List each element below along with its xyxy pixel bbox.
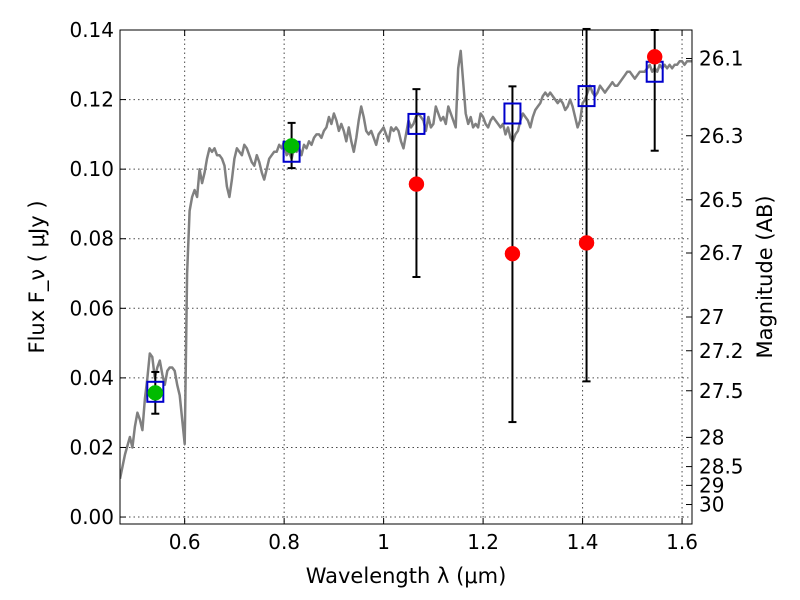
x-tick-label: 1.6 [666,530,698,554]
x-tick-label: 1.4 [567,530,599,554]
y2-tick-label: 28.5 [699,455,744,479]
y-tick-label: 0.02 [69,435,114,459]
plot-area [120,27,692,480]
y-tick-label: 0.04 [69,366,114,390]
y-tick-label: 0.12 [69,88,114,112]
y-tick-label: 0.06 [69,296,114,320]
observed-point [408,176,425,192]
axis-tick-labels: 0.6 0.8 1 1.2 1.4 1.6 0.00 0.02 0.04 0.06 0.08 0.10… [69,18,743,554]
y2-tick-label: 27 [699,305,724,329]
plot-frame [119,29,693,525]
model-flux-square [503,102,522,125]
y-tick-label: 0.08 [69,227,114,251]
detection-point [283,138,300,154]
x-tick-label: 0.8 [268,530,300,554]
y2-tick-label: 30 [699,493,724,517]
axis-ticks [120,29,692,524]
y2-tick-label: 27.5 [699,379,744,403]
x-axis-title: Wavelength λ (μm) [306,564,507,588]
model-flux-square [146,380,165,403]
clipped-layer [120,49,692,480]
y2-tick-label: 26.7 [699,241,744,265]
y2-tick-label: 29 [699,473,724,497]
model-flux-square [407,112,426,135]
model-flux-square [577,85,596,108]
y-tick-label: 0.10 [69,157,114,181]
y-tick-label: 0.14 [69,18,114,42]
x-tick-label: 1 [377,530,390,554]
y2-tick-label: 27.2 [699,339,744,363]
y2-tick-label: 28 [699,425,724,449]
observed-point [578,235,595,251]
y2-tick-label: 26.5 [699,188,744,212]
y2-axis-title: Magnitude (AB) [753,195,777,358]
gridlines [120,29,692,524]
detection-point [147,385,164,401]
x-tick-label: 1.2 [467,530,499,554]
y2-tick-label: 26.1 [699,47,744,71]
y-tick-label: 0.00 [69,505,114,529]
observed-point [646,49,663,65]
observed-point [504,245,521,262]
x-tick-label: 0.6 [169,530,201,554]
y2-tick-label: 26.3 [699,124,744,148]
model-spectrum-line [120,49,692,480]
y-axis-title: Flux F_ν ( μJy ) [25,200,50,353]
